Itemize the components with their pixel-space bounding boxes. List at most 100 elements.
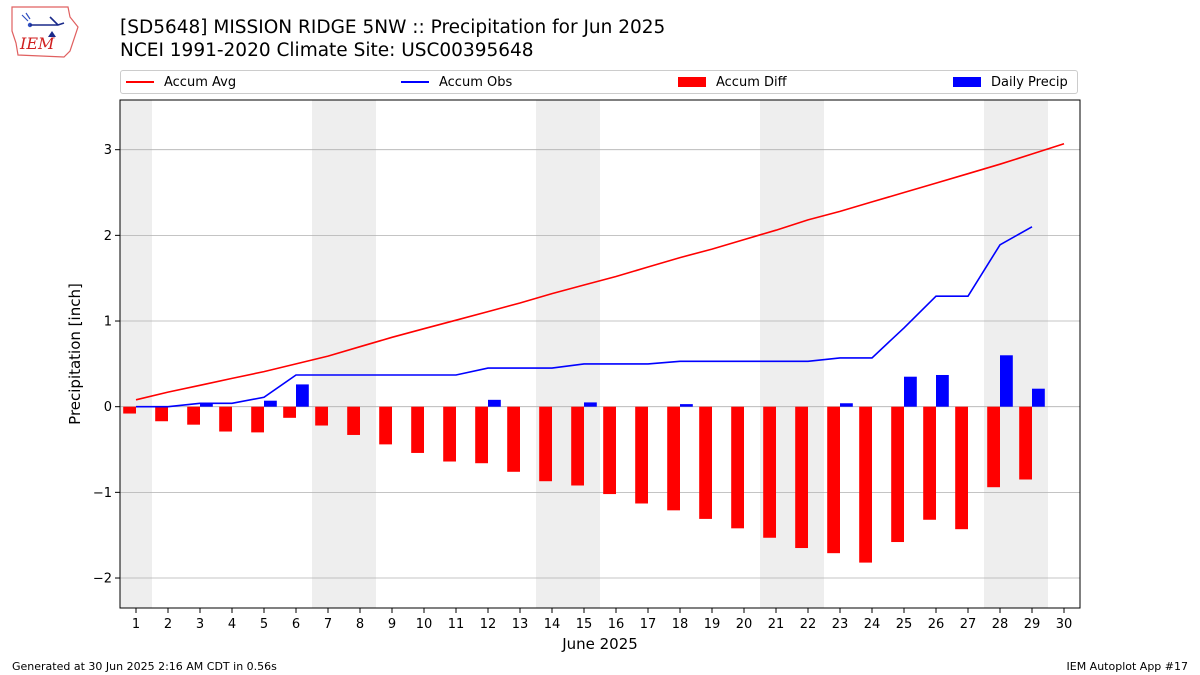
daily-precip-bar (264, 400, 277, 407)
y-tick-label: 3 (104, 143, 112, 158)
daily-precip-bar (936, 374, 949, 407)
y-tick-label: 2 (104, 229, 112, 244)
footer-generated: Generated at 30 Jun 2025 2:16 AM CDT in … (12, 660, 277, 673)
x-tick-label: 8 (356, 617, 364, 632)
accum-diff-bar (891, 406, 904, 543)
x-tick-label: 1 (132, 617, 140, 632)
weekend-shade (312, 100, 376, 608)
x-tick-label: 3 (196, 617, 204, 632)
legend-swatch (401, 81, 429, 83)
accum-diff-bar (987, 406, 1000, 488)
accum-diff-bar (443, 406, 456, 462)
x-tick-label: 21 (768, 617, 785, 632)
legend-label: Daily Precip (991, 74, 1068, 90)
accum-diff-bar (955, 406, 968, 530)
x-tick-label: 17 (640, 617, 657, 632)
x-axis-label: June 2025 (561, 635, 638, 653)
daily-precip-bar (584, 402, 597, 407)
legend-swatch (678, 77, 706, 87)
daily-precip-bar (904, 376, 917, 407)
y-axis-label: Precipitation [inch] (66, 283, 84, 425)
chart-subtitle: NCEI 1991-2020 Climate Site: USC00395648 (120, 40, 534, 61)
weekend-shade (120, 100, 152, 608)
accum-diff-bar (155, 406, 168, 422)
weekend-shade (536, 100, 600, 608)
accum-diff-bar (635, 406, 648, 504)
x-tick-label: 16 (608, 617, 625, 632)
daily-precip-bar (296, 384, 309, 407)
y-tick-label: 0 (104, 400, 112, 415)
x-tick-label: 6 (292, 617, 300, 632)
x-tick-label: 18 (672, 617, 689, 632)
x-tick-label: 25 (896, 617, 913, 632)
plot-frame (119, 99, 1081, 609)
x-tick-label: 19 (704, 617, 721, 632)
accum-diff-bar (475, 406, 488, 464)
x-tick-label: 10 (416, 617, 433, 632)
legend-label: Accum Diff (716, 74, 787, 90)
accum-diff-bar (347, 406, 360, 435)
accum-diff-bar (763, 406, 776, 538)
daily-precip-bar (1000, 355, 1013, 407)
y-tick-label: 1 (104, 315, 112, 330)
x-tick-label: 12 (480, 617, 497, 632)
accum-diff-bar (379, 406, 392, 445)
x-tick-label: 5 (260, 617, 268, 632)
iem-logo: IEM (11, 6, 79, 58)
accum-diff-bar (923, 406, 936, 520)
accum-diff-bar (251, 406, 264, 433)
x-tick-label: 23 (832, 617, 849, 632)
accum-diff-bar (507, 406, 520, 472)
x-tick-label: 29 (1024, 617, 1041, 632)
accum-diff-bar (219, 406, 232, 432)
chart-title: [SD5648] MISSION RIDGE 5NW :: Precipitat… (120, 17, 666, 38)
x-tick-label: 28 (992, 617, 1009, 632)
accum-diff-bar (411, 406, 424, 453)
y-tick-label: −2 (93, 572, 112, 587)
x-tick-label: 24 (864, 617, 881, 632)
x-tick-label: 11 (448, 617, 465, 632)
accum-obs-line (136, 226, 1033, 408)
accum-avg-line (135, 142, 1065, 401)
accum-diff-bar (699, 406, 712, 519)
x-tick-label: 22 (800, 617, 817, 632)
accum-diff-bar (859, 406, 872, 563)
x-tick-label: 7 (324, 617, 332, 632)
legend-label: Accum Avg (164, 74, 237, 90)
legend-swatch (126, 81, 154, 83)
daily-precip-bar (680, 404, 693, 407)
x-tick-label: 14 (544, 617, 561, 632)
footer-app: IEM Autoplot App #17 (1066, 660, 1189, 673)
legend-swatch (953, 77, 981, 87)
accum-diff-bar (1019, 406, 1032, 480)
daily-precip-bar (488, 399, 501, 407)
accum-diff-bar (539, 406, 552, 482)
y-tick-label: −1 (93, 486, 112, 501)
x-tick-label: 2 (164, 617, 172, 632)
accum-diff-bar (827, 406, 840, 554)
accum-diff-bar (571, 406, 584, 486)
accum-diff-bar (731, 406, 744, 529)
accum-diff-bar (315, 406, 328, 426)
daily-precip-bar (1032, 388, 1045, 407)
legend-label: Accum Obs (439, 74, 513, 90)
legend-item-accum-obs: Accum Obs (401, 71, 512, 93)
daily-precip-bar (200, 403, 213, 407)
accum-diff-bar (123, 406, 136, 414)
daily-precip-bar (840, 403, 853, 407)
x-tick-label: 4 (228, 617, 236, 632)
x-tick-label: 13 (512, 617, 529, 632)
x-tick-label: 26 (928, 617, 945, 632)
x-tick-label: 20 (736, 617, 753, 632)
accum-diff-bar (667, 406, 680, 511)
legend-item-daily-precip: Daily Precip (953, 71, 1068, 93)
x-tick-label: 30 (1056, 617, 1073, 632)
svg-text:IEM: IEM (19, 34, 55, 53)
legend-item-accum-avg: Accum Avg (126, 71, 236, 93)
x-tick-label: 9 (388, 617, 396, 632)
accum-diff-bar (283, 406, 296, 418)
accum-diff-bar (603, 406, 616, 495)
weekend-shade (984, 100, 1048, 608)
accum-diff-bar (187, 406, 200, 425)
